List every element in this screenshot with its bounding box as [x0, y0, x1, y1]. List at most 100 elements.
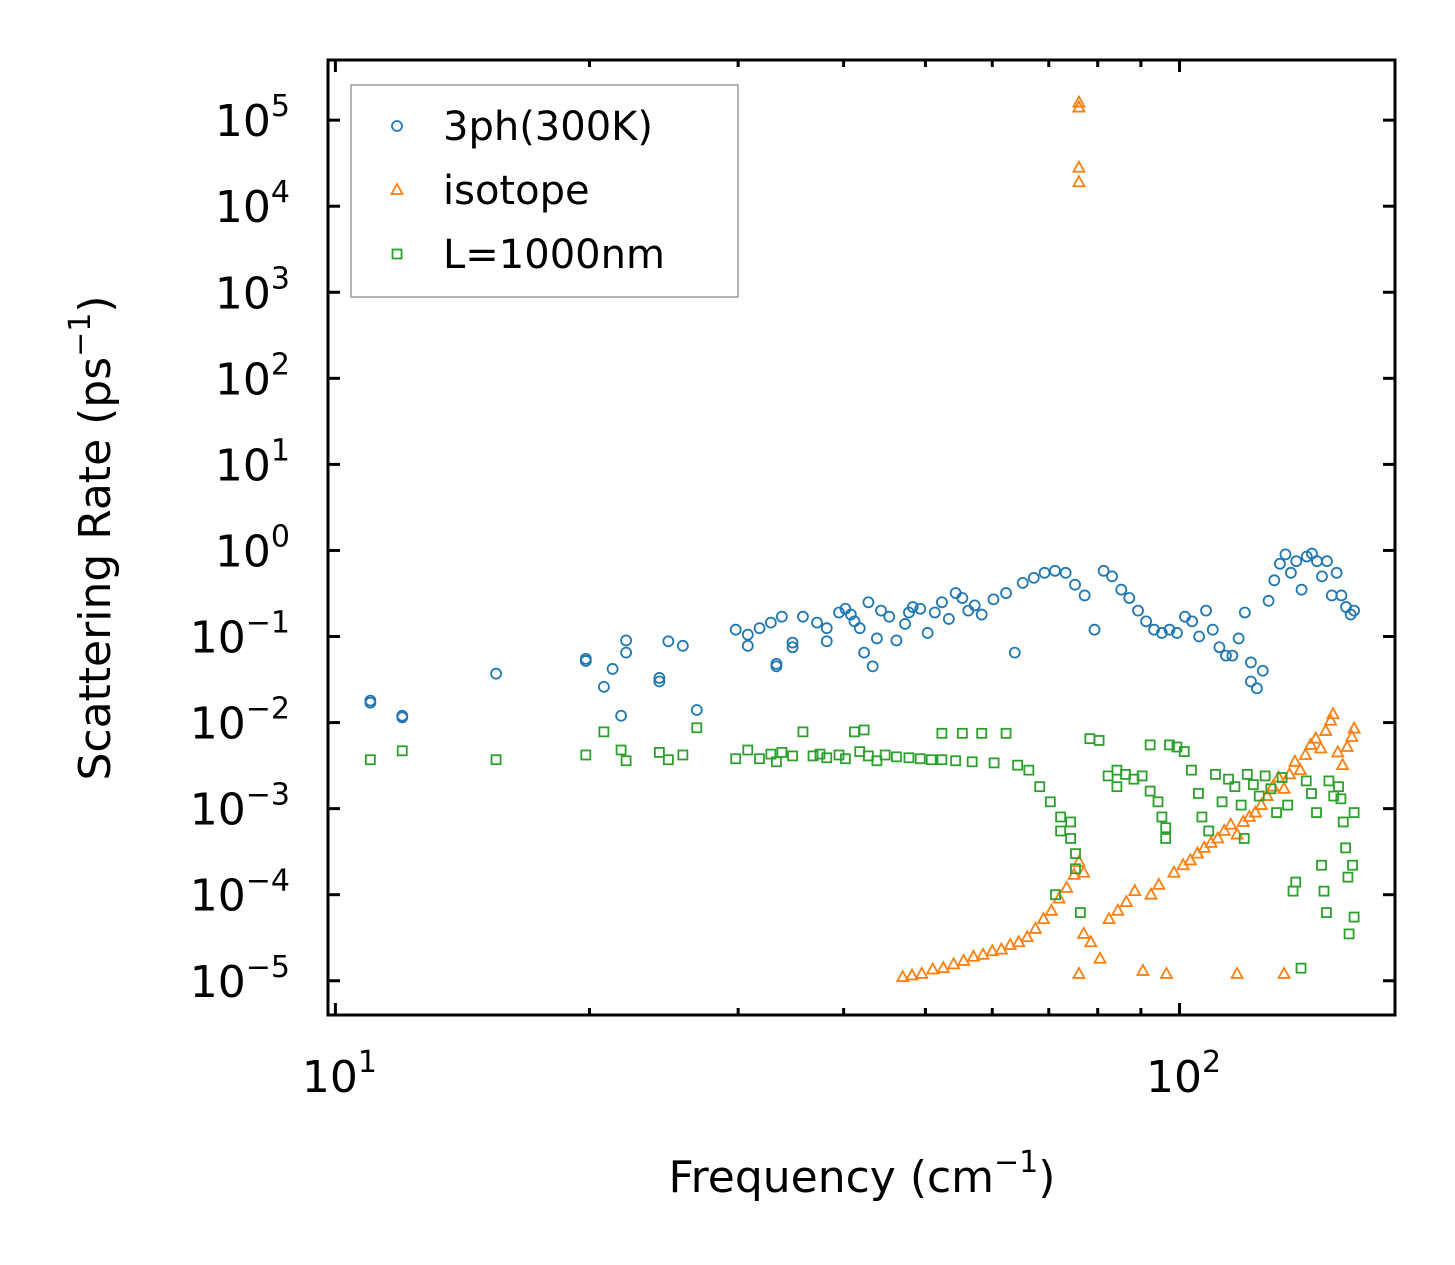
data-point [1348, 604, 1361, 617]
data-point [890, 634, 903, 647]
legend-label: L=1000nm [443, 232, 665, 278]
data-point [950, 755, 962, 767]
data-point [1335, 793, 1347, 805]
x-tick-label: 102 [1146, 1045, 1221, 1103]
data-point [1144, 739, 1156, 751]
x-tick-labels: 101 102 [302, 1045, 1221, 1103]
data-point [949, 587, 962, 599]
data-point [1238, 833, 1250, 844]
data-point [1074, 907, 1086, 918]
series-circle [364, 547, 1361, 724]
series-square [364, 722, 1360, 974]
data-point [1164, 739, 1175, 751]
data-point [914, 753, 926, 765]
data-point [615, 744, 627, 756]
data-point [598, 726, 610, 738]
data-point [921, 627, 934, 639]
data-point [1050, 889, 1061, 901]
data-point [1342, 871, 1354, 883]
data-point [840, 753, 851, 765]
data-point [1070, 848, 1081, 860]
data-point [1078, 589, 1091, 602]
data-point [1343, 928, 1355, 940]
data-point [1071, 854, 1086, 867]
data-point [914, 602, 927, 615]
data-point [1034, 781, 1046, 793]
data-point [676, 639, 689, 652]
data-point [1044, 796, 1056, 808]
data-point [1333, 781, 1344, 793]
data-point [1330, 566, 1343, 579]
data-point [1245, 656, 1257, 669]
data-point [1232, 632, 1245, 645]
data-point [833, 606, 845, 619]
data-point [1265, 783, 1277, 795]
data-point [1335, 757, 1350, 771]
data-point [741, 628, 754, 641]
data-point [754, 753, 765, 765]
data-point [1084, 733, 1096, 745]
data-point [1203, 825, 1215, 837]
data-point [1196, 811, 1208, 823]
data-point [1036, 911, 1051, 925]
y-tick-label: 102 [215, 347, 290, 405]
data-point [962, 604, 975, 617]
data-point [1088, 623, 1101, 636]
data-point [1311, 555, 1323, 568]
data-point [1065, 833, 1077, 844]
data-point [1003, 937, 1018, 950]
data-point [936, 596, 948, 609]
data-point [606, 663, 619, 675]
x-axis-label: Frequency (cm−1) [669, 1145, 1056, 1203]
data-point [1337, 816, 1349, 828]
data-point [968, 599, 981, 612]
legend: 3ph(300K) isotope L=1000nm [350, 84, 739, 298]
plot-area [364, 94, 1362, 983]
data-point [1262, 594, 1275, 607]
data-point [1316, 570, 1328, 583]
data-point [1140, 615, 1153, 628]
data-point [1069, 578, 1081, 591]
data-point [844, 608, 857, 621]
data-point [1313, 740, 1328, 754]
data-point [691, 722, 703, 734]
data-point [985, 943, 1000, 957]
data-point [729, 623, 742, 636]
data-point [870, 632, 883, 645]
data-point [899, 618, 911, 630]
data-point [1220, 649, 1232, 662]
data-point [1038, 566, 1051, 579]
data-point [1223, 816, 1238, 830]
data-point [1186, 764, 1197, 776]
data-point [786, 636, 799, 649]
data-point [765, 748, 777, 760]
data-point [1163, 623, 1176, 636]
data-point [1311, 807, 1322, 818]
y-tick-label: 104 [215, 175, 290, 233]
data-point [776, 747, 788, 758]
data-point [866, 660, 879, 673]
data-point [956, 953, 971, 966]
data-point [653, 675, 666, 688]
data-point [1210, 768, 1221, 780]
y-tick-label: 10−3 [190, 778, 290, 836]
data-point [1183, 852, 1198, 866]
data-point [1321, 555, 1333, 568]
x-tick-label: 101 [302, 1045, 377, 1103]
data-point [730, 753, 742, 765]
data-point [1287, 885, 1299, 897]
data-point [1235, 799, 1247, 811]
data-point [914, 966, 929, 979]
data-point [1097, 564, 1110, 577]
data-point [1178, 746, 1190, 757]
legend-label: 3ph(300K) [443, 104, 653, 150]
data-point [1348, 807, 1360, 818]
data-point [883, 610, 896, 623]
data-point [615, 709, 628, 722]
data-point [1111, 764, 1123, 776]
legend-marker [391, 120, 403, 132]
data-point [1076, 864, 1091, 878]
data-point [653, 672, 666, 684]
data-point [1238, 606, 1251, 619]
data-point [1216, 796, 1228, 808]
